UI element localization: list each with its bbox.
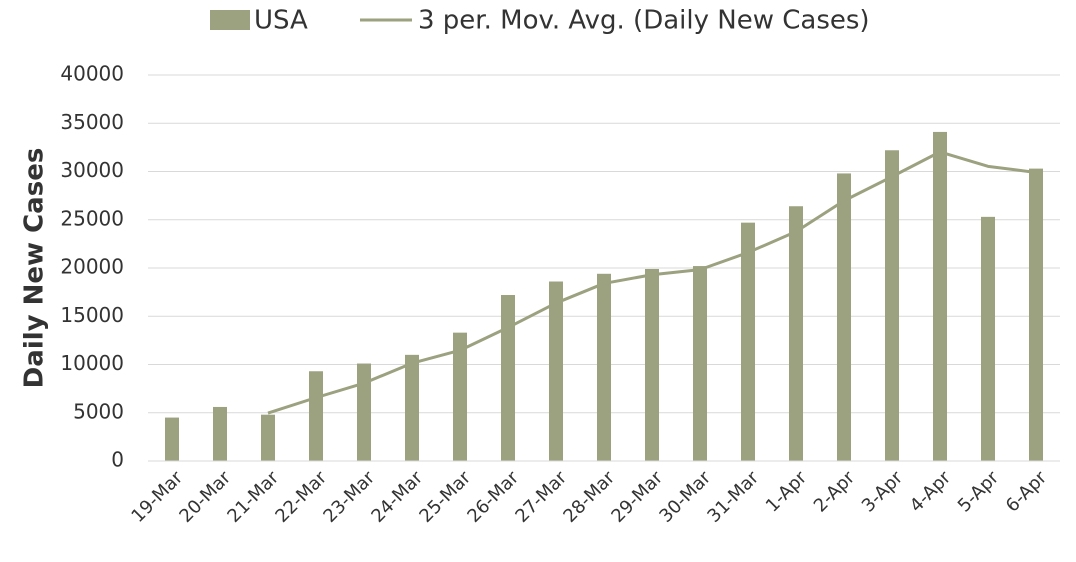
- bar: [1029, 168, 1043, 462]
- y-tick-label: 10000: [60, 351, 124, 375]
- bar: [981, 216, 995, 461]
- y-tick-label: 20000: [60, 255, 124, 279]
- x-tick-label: 22-Mar: [271, 467, 331, 527]
- x-tick-label: 24-Mar: [367, 467, 427, 527]
- x-tick-label: 31-Mar: [703, 467, 763, 527]
- bar: [453, 332, 467, 461]
- y-tick-label: 40000: [60, 62, 124, 86]
- bar: [597, 273, 611, 461]
- bar: [261, 414, 275, 461]
- x-tick-label: 28-Mar: [559, 467, 619, 527]
- x-tick-label: 20-Mar: [175, 467, 235, 527]
- y-tick-label: 30000: [60, 158, 124, 182]
- x-tick-label: 5-Apr: [954, 467, 1004, 517]
- bar: [693, 266, 707, 461]
- y-tick-label: 15000: [60, 303, 124, 327]
- y-axis-title: Daily New Cases: [20, 148, 50, 389]
- y-tick-label: 25000: [60, 206, 124, 230]
- x-tick-label: 30-Mar: [655, 467, 715, 527]
- bar: [165, 417, 179, 461]
- bar: [789, 206, 803, 461]
- bar: [309, 371, 323, 461]
- bar: [645, 268, 659, 461]
- x-tick-label: 3-Apr: [858, 467, 908, 517]
- bar: [885, 150, 899, 461]
- bar: [357, 363, 371, 461]
- x-tick-label: 26-Mar: [463, 467, 523, 527]
- x-tick-label: 29-Mar: [607, 467, 667, 527]
- x-tick-label: 2-Apr: [810, 467, 860, 517]
- bar: [549, 281, 563, 461]
- y-tick-label: 35000: [60, 110, 124, 134]
- legend-swatch: [210, 10, 250, 30]
- bar: [837, 173, 851, 461]
- moving-average-line: [267, 150, 1037, 415]
- x-tick-label: 21-Mar: [223, 467, 283, 527]
- x-tick-label: 6-Apr: [1002, 467, 1052, 517]
- legend-label: USA: [254, 6, 308, 36]
- x-tick-label: 23-Mar: [319, 467, 379, 527]
- bar: [501, 295, 515, 461]
- x-tick-label: 1-Apr: [762, 467, 812, 517]
- bar: [213, 406, 227, 461]
- x-tick-label: 25-Mar: [415, 467, 475, 527]
- y-tick-label: 0: [111, 448, 124, 472]
- legend-label: 3 per. Mov. Avg. (Daily New Cases): [418, 6, 870, 36]
- x-tick-label: 4-Apr: [906, 467, 956, 517]
- y-tick-label: 5000: [73, 399, 124, 423]
- bar: [933, 131, 947, 461]
- x-tick-label: 27-Mar: [511, 467, 571, 527]
- x-tick-label: 19-Mar: [127, 467, 187, 527]
- bar: [405, 354, 419, 461]
- bar: [741, 222, 755, 461]
